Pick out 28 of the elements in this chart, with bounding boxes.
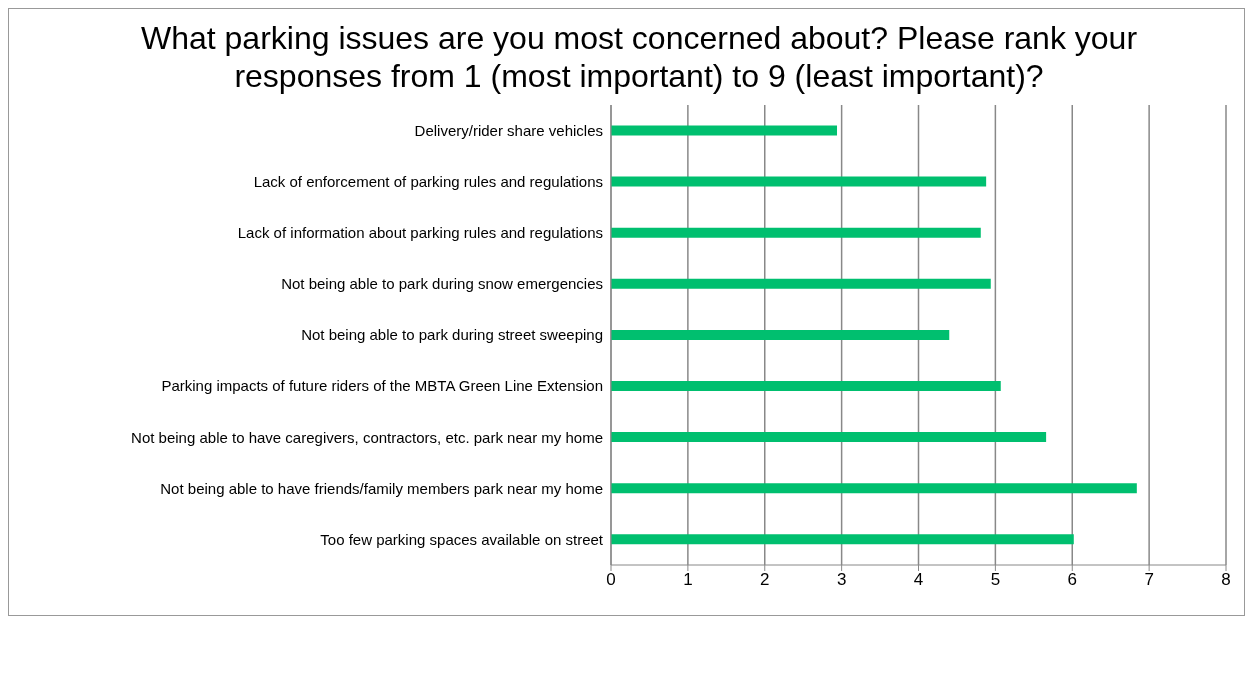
- y-tick-label: Lack of enforcement of parking rules and regulations: [253, 172, 603, 190]
- y-tick-label: Delivery/rider share vehicles: [414, 121, 603, 139]
- bar: [611, 329, 950, 340]
- bar: [611, 483, 1137, 494]
- x-tick-label: 3: [836, 570, 847, 590]
- bar: [611, 176, 987, 187]
- y-tick-label: Too few parking spaces available on street: [320, 530, 604, 548]
- x-tick-label: 1: [683, 570, 693, 590]
- y-tick-label: Not being able to park during street sweeping: [301, 326, 603, 344]
- y-tick-label: Parking impacts of future riders of the MBTA Green Line Extension: [161, 377, 603, 395]
- y-tick-label: Not being able to have friends/family members park near my home: [160, 479, 603, 497]
- x-tick-label: 7: [1144, 570, 1154, 590]
- bar: [611, 227, 981, 238]
- x-tick-label: 0: [606, 570, 616, 590]
- x-tick-label: 5: [990, 570, 1001, 590]
- x-tick-label: 8: [1221, 570, 1231, 590]
- x-tick-label: 2: [760, 570, 770, 590]
- bar: [611, 534, 1074, 545]
- x-tick-label: 4: [913, 570, 924, 590]
- bar: [611, 381, 1001, 391]
- y-tick-label: Not being able to park during snow emergencies: [281, 275, 603, 293]
- y-tick-label: Not being able to have caregivers, contractors, etc. park near my home: [131, 428, 603, 446]
- bar: [611, 432, 1047, 443]
- y-tick-label: Lack of information about parking rules and regulations: [237, 224, 603, 242]
- bar: [611, 278, 991, 289]
- chart-title: What parking issues are you most concerned about? Please rank your responses from 1 (most important) to 9 (least important)?: [139, 19, 1139, 95]
- bar: [611, 125, 838, 136]
- x-tick-label: 6: [1067, 570, 1077, 590]
